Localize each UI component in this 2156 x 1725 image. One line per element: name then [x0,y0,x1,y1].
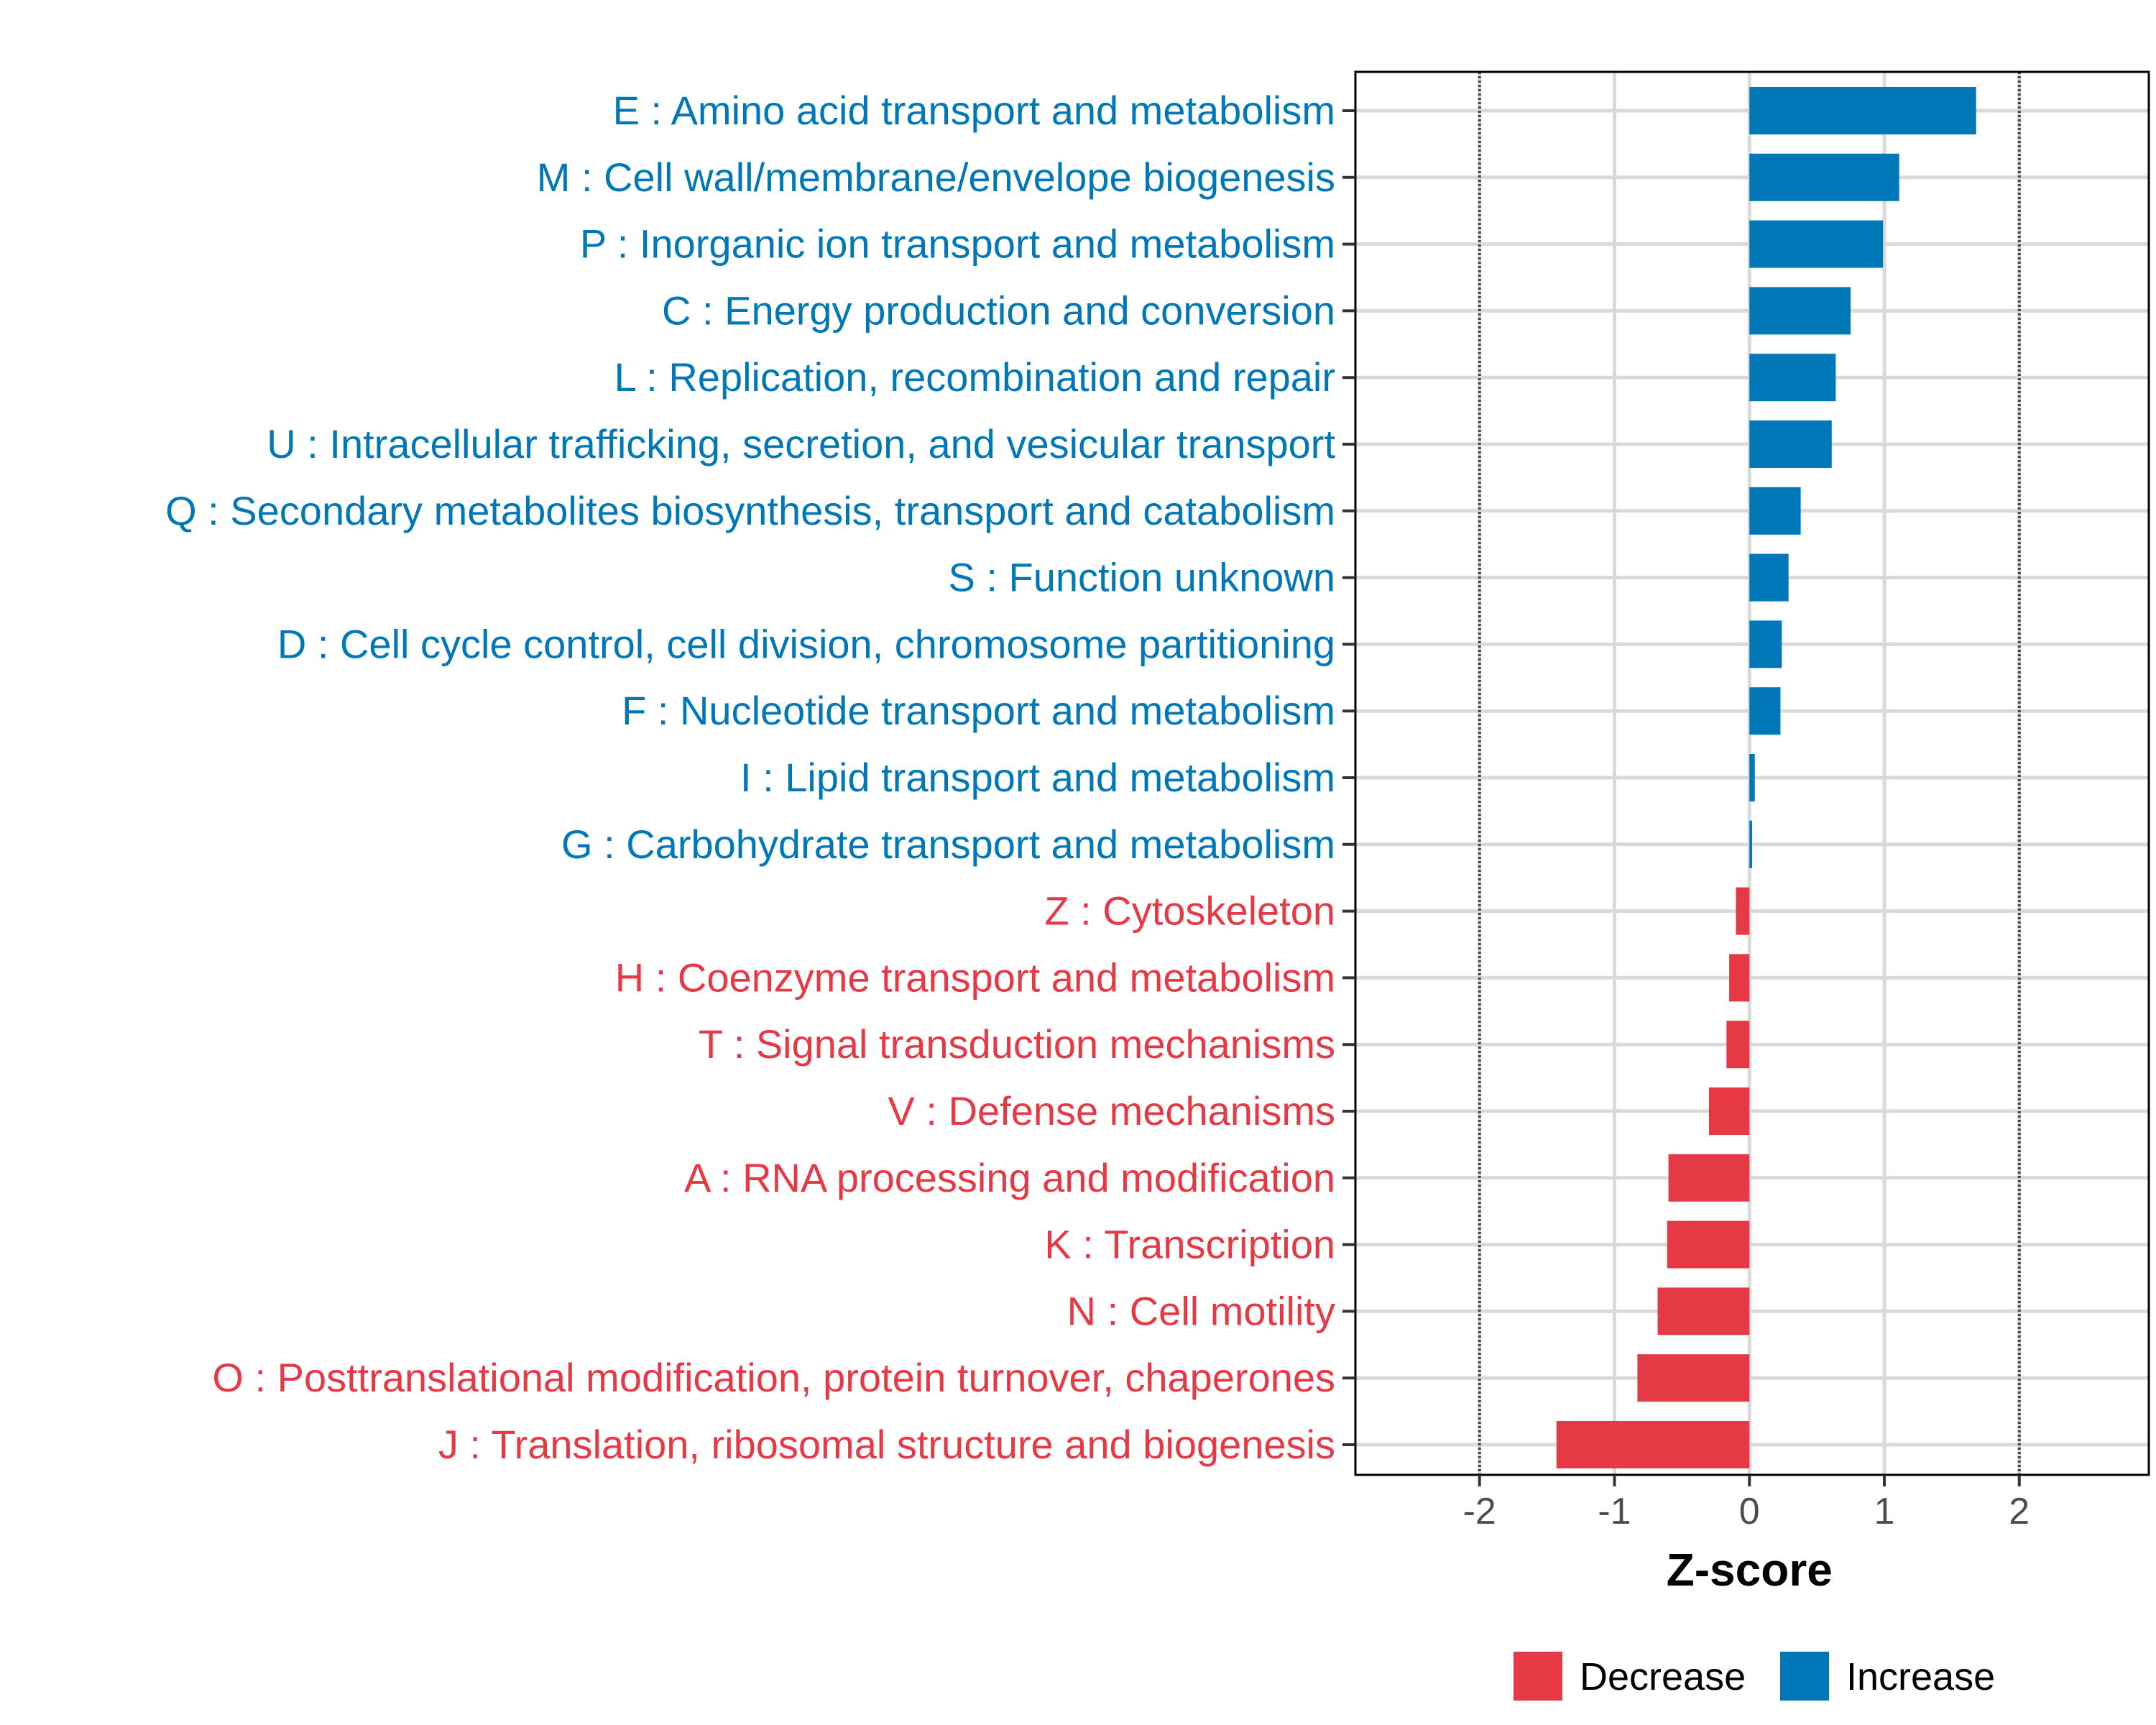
category-label: U : Intracellular trafficking, secretion… [267,421,1335,466]
bar-u [1749,420,1832,468]
bar-v [1708,1087,1750,1135]
bars [1556,87,1976,1468]
x-axis: -2 -1 0 1 2 [1463,1475,2030,1532]
bar-l [1749,354,1836,402]
category-label: C : Energy production and conversion [662,288,1335,333]
category-label: I : Lipid transport and metabolism [740,755,1335,800]
x-tick-label: -2 [1463,1491,1496,1532]
reference-lines [1478,72,2021,1475]
panel-border [1354,70,2150,1476]
x-tick-label: 0 [1739,1491,1760,1532]
bar-a [1668,1154,1750,1202]
category-label: Q : Secondary metabolites biosynthesis, … [165,488,1335,533]
category-label: N : Cell motility [1067,1288,1335,1333]
category-labels: E : Amino acid transport and metabolism M… [165,88,1355,1467]
bar-i [1749,754,1755,801]
category-label: S : Function unknown [948,555,1335,600]
bar-o [1637,1354,1750,1402]
legend-swatch-decrease [1514,1652,1562,1701]
x-tick-label: 2 [2009,1491,2030,1532]
category-label: K : Transcription [1044,1222,1335,1267]
bar-q [1749,487,1801,535]
category-label: A : RNA processing and modification [684,1155,1335,1200]
category-label: F : Nucleotide transport and metabolism [622,688,1335,733]
category-label: O : Posttranslational modification, prot… [212,1355,1335,1400]
bar-n [1657,1287,1750,1335]
bar-d [1749,620,1782,668]
category-label: J : Translation, ribosomal structure and… [438,1422,1335,1467]
bar-h [1729,954,1750,1002]
bar-p [1749,220,1884,268]
legend-swatch-increase [1780,1652,1829,1701]
category-label: T : Signal transduction mechanisms [699,1021,1335,1067]
category-label: E : Amino acid transport and metabolism [613,88,1335,133]
x-tick-label: -1 [1598,1491,1631,1532]
bar-j [1556,1421,1750,1468]
category-label: P : Inorganic ion transport and metaboli… [580,221,1335,267]
category-label: V : Defense mechanisms [888,1088,1335,1133]
category-label: D : Cell cycle control, cell division, c… [277,621,1335,666]
category-label: L : Replication, recombination and repai… [614,354,1335,400]
bar-f [1749,687,1781,735]
category-label: G : Carbohydrate transport and metabolis… [561,822,1335,867]
legend: Decrease Increase [1514,1652,1995,1701]
legend-label-increase: Increase [1846,1655,1995,1698]
bar-t [1726,1021,1750,1069]
category-label: H : Coenzyme transport and metabolism [615,954,1335,1000]
bar-k [1667,1220,1750,1269]
bar-g [1749,820,1752,868]
category-label: M : Cell wall/membrane/envelope biogenes… [537,155,1335,200]
bar-c [1749,287,1851,335]
bar-z [1736,887,1750,935]
x-axis-title: Z-score [1667,1544,1833,1596]
bar-s [1749,553,1789,602]
legend-label-decrease: Decrease [1580,1655,1746,1698]
category-label: Z : Cytoskeleton [1044,888,1335,934]
bar-e [1749,87,1976,134]
x-tick-label: 1 [1874,1491,1895,1532]
bar-m [1749,153,1899,201]
